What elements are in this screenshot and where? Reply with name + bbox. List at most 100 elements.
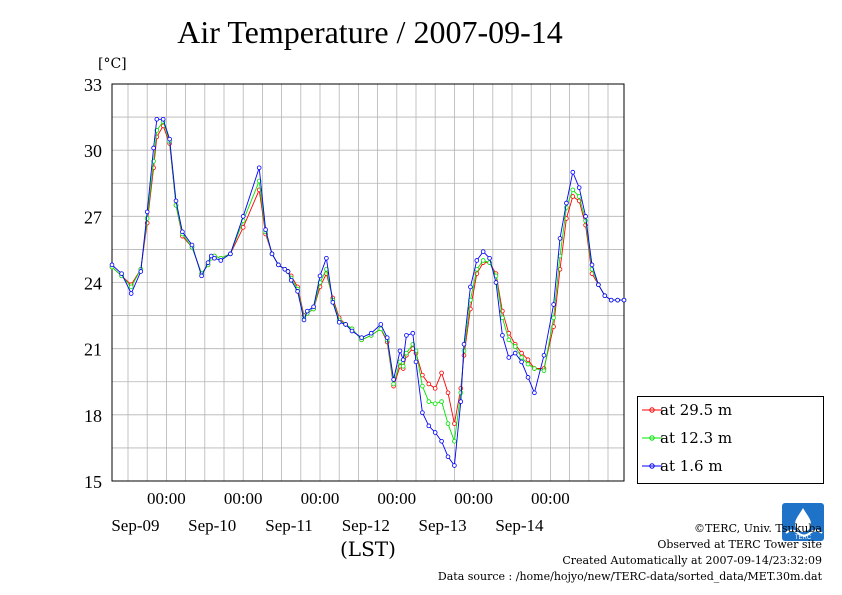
data-point <box>551 302 556 307</box>
x-tick-time-label: 00:00 <box>147 489 186 508</box>
data-point <box>205 260 211 265</box>
data-point <box>301 317 307 323</box>
data-point <box>400 364 406 369</box>
data-point <box>445 421 451 426</box>
data-point <box>541 368 547 374</box>
data-point <box>368 330 374 336</box>
legend-item-12-3m: at 12.3 m <box>638 427 823 451</box>
data-point <box>608 297 614 303</box>
series-line-1 <box>111 120 624 442</box>
x-axis-label: (LST) <box>340 537 396 561</box>
data-point <box>426 399 432 404</box>
data-point <box>420 410 425 415</box>
legend-swatch-blue <box>642 463 662 469</box>
data-point <box>144 209 150 215</box>
data-point <box>615 297 620 303</box>
data-point <box>512 344 518 349</box>
data-point <box>404 350 409 356</box>
data-point <box>452 421 457 426</box>
chart-legend: at 29.5 m at 12.3 m at 1.6 m <box>637 396 824 484</box>
x-tick-time-label: 00:00 <box>301 489 340 508</box>
data-point <box>240 225 246 230</box>
data-point <box>404 333 409 338</box>
data-point <box>317 273 323 279</box>
data-point <box>119 271 124 276</box>
x-tick-date-label: Sep-13 <box>419 516 467 535</box>
data-point <box>269 251 275 257</box>
data-point <box>589 262 595 268</box>
y-tick-label: 18 <box>84 406 102 426</box>
data-point <box>218 258 224 263</box>
data-point <box>391 381 396 387</box>
data-point <box>378 322 384 327</box>
data-point <box>500 333 505 338</box>
y-axis-unit-label: [°C] <box>98 56 127 72</box>
data-point <box>519 350 524 356</box>
data-point <box>426 381 432 387</box>
credits-block: ©TERC, Univ. Tsukuba Observed at TERC To… <box>438 521 822 585</box>
data-point <box>564 200 569 206</box>
data-point <box>154 134 160 140</box>
data-point <box>212 255 217 261</box>
x-tick-time-label: 00:00 <box>224 489 263 508</box>
data-point <box>525 361 531 367</box>
legend-swatch-red <box>642 407 662 413</box>
data-point <box>583 214 588 219</box>
legend-label: at 29.5 m <box>660 401 733 419</box>
copyright-text: ©TERC, Univ. Tsukuba <box>693 522 822 535</box>
data-point <box>397 359 403 365</box>
data-point <box>480 249 486 254</box>
data-point <box>324 255 329 261</box>
data-point <box>189 242 195 248</box>
data-point <box>468 284 473 290</box>
data-point <box>384 335 390 340</box>
series-line-2 <box>111 118 624 467</box>
data-point <box>500 315 505 321</box>
legend-label: at 12.3 m <box>660 429 733 447</box>
data-point <box>420 383 425 389</box>
data-point <box>445 454 451 460</box>
data-point <box>525 375 531 380</box>
data-point <box>493 280 499 285</box>
data-point <box>109 262 115 268</box>
data-point <box>602 293 608 299</box>
data-point <box>336 319 342 325</box>
x-tick-date-label: Sep-10 <box>188 516 236 535</box>
data-point <box>330 300 336 305</box>
data-point <box>160 116 166 122</box>
chart-title: Air Temperature / 2007-09-14 <box>177 14 563 50</box>
data-point <box>532 390 537 396</box>
y-tick-label: 27 <box>84 207 102 227</box>
data-point <box>173 198 179 204</box>
data-point <box>621 297 627 303</box>
data-point <box>256 165 262 171</box>
data-point <box>154 116 160 122</box>
data-point <box>557 236 563 241</box>
data-point <box>391 377 396 382</box>
legend-swatch-green <box>642 435 662 441</box>
data-point <box>506 355 512 360</box>
data-point <box>512 350 518 356</box>
legend-item-29-5m: at 29.5 m <box>638 399 823 423</box>
data-point <box>432 386 438 391</box>
data-point <box>439 370 444 376</box>
data-point <box>138 269 144 274</box>
data-point <box>452 438 457 444</box>
x-tick-time-label: 00:00 <box>377 489 416 508</box>
x-tick-date-label: Sep-12 <box>342 516 390 535</box>
data-point <box>439 399 444 404</box>
data-point <box>596 282 601 288</box>
data-point <box>506 337 512 343</box>
data-point <box>151 145 156 151</box>
data-point <box>240 214 246 219</box>
data-point <box>359 335 364 340</box>
data-point <box>452 463 457 468</box>
data-point <box>570 187 576 193</box>
data-point <box>199 273 204 279</box>
data-point <box>487 255 492 261</box>
logo-text: TERC <box>795 535 812 541</box>
y-tick-label: 30 <box>84 141 102 161</box>
data-point <box>426 423 432 429</box>
data-point <box>519 359 524 365</box>
data-point <box>480 258 486 263</box>
